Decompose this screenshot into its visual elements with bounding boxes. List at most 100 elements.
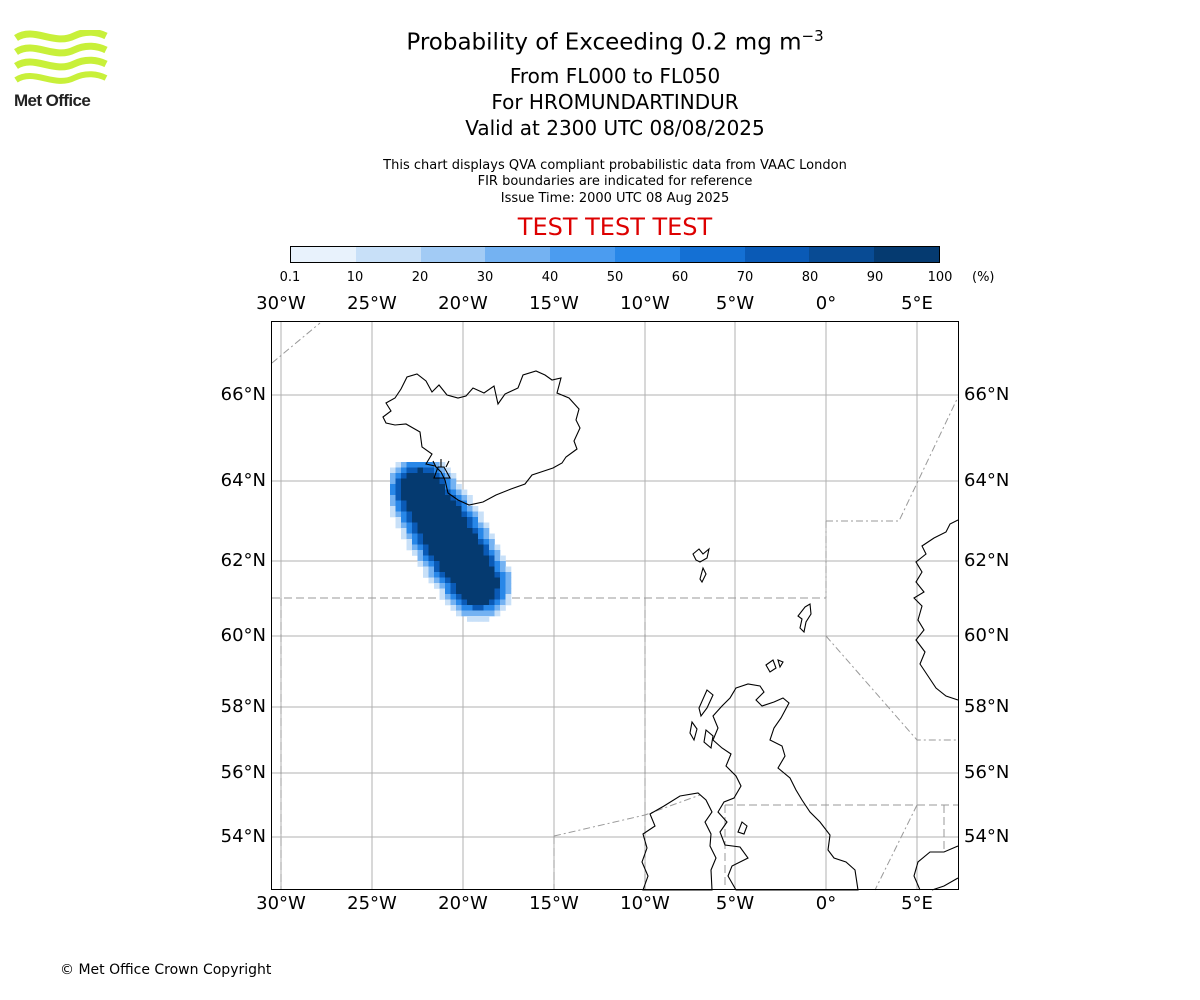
probability-cell bbox=[500, 588, 506, 595]
probability-cell bbox=[461, 550, 468, 556]
probability-cell bbox=[406, 500, 413, 507]
probability-cell bbox=[406, 517, 413, 523]
longitude-label: 5°E bbox=[901, 893, 933, 914]
probability-cell bbox=[456, 610, 462, 617]
probability-cell bbox=[489, 544, 495, 551]
probability-cell bbox=[406, 478, 413, 485]
probability-cell bbox=[417, 528, 424, 534]
probability-cell bbox=[472, 555, 479, 562]
probability-cell bbox=[434, 566, 440, 573]
probability-cell bbox=[390, 484, 396, 490]
probability-cell bbox=[395, 500, 402, 507]
probability-cell bbox=[390, 506, 396, 512]
copyright-notice: © Met Office Crown Copyright bbox=[60, 962, 272, 978]
probability-cell bbox=[494, 588, 501, 595]
probability-cell bbox=[417, 511, 424, 518]
probability-cell bbox=[428, 555, 435, 562]
issue-time: Issue Time: 2000 UTC 08 Aug 2025 bbox=[500, 191, 730, 206]
probability-cell bbox=[483, 572, 490, 578]
probability-cell bbox=[434, 473, 440, 479]
probability-cell bbox=[450, 478, 457, 485]
probability-cell bbox=[472, 583, 479, 589]
probability-cell bbox=[461, 539, 468, 545]
longitude-label: 20°W bbox=[438, 893, 488, 914]
probability-cell bbox=[450, 550, 457, 556]
probability-cell bbox=[472, 566, 479, 573]
probability-cell bbox=[456, 522, 462, 529]
probability-cell bbox=[450, 489, 457, 496]
probability-cell bbox=[428, 539, 435, 545]
probability-cell bbox=[434, 511, 440, 518]
probability-cell bbox=[505, 566, 512, 573]
probability-cell bbox=[423, 517, 429, 523]
probability-cell bbox=[450, 539, 457, 545]
probability-cell bbox=[450, 588, 457, 595]
probability-cell bbox=[478, 528, 484, 534]
probability-cell bbox=[406, 462, 413, 468]
probability-cell bbox=[395, 517, 402, 523]
probability-cell bbox=[467, 566, 473, 573]
probability-cell bbox=[500, 555, 506, 562]
probability-cell bbox=[456, 544, 462, 551]
probability-cell bbox=[467, 572, 473, 578]
probability-cell bbox=[434, 583, 440, 589]
probability-cell bbox=[461, 588, 468, 595]
chart-note-qva: This chart displays QVA compliant probab… bbox=[383, 158, 847, 173]
longitude-label: 5°W bbox=[715, 293, 755, 314]
probability-cell bbox=[412, 533, 418, 540]
probability-cell bbox=[417, 500, 424, 507]
probability-cell bbox=[467, 517, 473, 523]
probability-cell bbox=[450, 599, 457, 606]
latitude-label: 60°N bbox=[964, 625, 1010, 646]
longitude-label: 30°W bbox=[256, 893, 306, 914]
probability-cell bbox=[423, 522, 429, 529]
probability-cell bbox=[472, 550, 479, 556]
probability-cell bbox=[478, 555, 484, 562]
colorbar-tick-label: 60 bbox=[671, 270, 689, 285]
probability-cell bbox=[428, 522, 435, 529]
probability-cell bbox=[417, 561, 424, 567]
probability-cell bbox=[505, 583, 512, 589]
probability-cell bbox=[456, 550, 462, 556]
probability-cell bbox=[417, 544, 424, 551]
probability-cell bbox=[434, 533, 440, 540]
probability-cell bbox=[483, 605, 490, 611]
probability-cell bbox=[472, 588, 479, 595]
met-office-wave-icon bbox=[14, 28, 108, 84]
probability-cell bbox=[461, 572, 468, 578]
probability-cell bbox=[439, 467, 446, 474]
probability-cell bbox=[417, 473, 424, 479]
latitude-label: 66°N bbox=[964, 384, 1010, 405]
probability-cell bbox=[467, 588, 473, 595]
latitude-label: 64°N bbox=[220, 470, 266, 491]
probability-cell bbox=[412, 467, 418, 474]
probability-cell bbox=[461, 528, 468, 534]
longitude-label: 5°E bbox=[901, 293, 933, 314]
probability-cell bbox=[401, 522, 407, 529]
probability-cell bbox=[445, 577, 451, 584]
probability-cell bbox=[461, 506, 468, 512]
probability-cell bbox=[428, 500, 435, 507]
latitude-label: 54°N bbox=[220, 826, 266, 847]
probability-cell bbox=[423, 544, 429, 551]
probability-cell bbox=[489, 566, 495, 573]
probability-cell bbox=[483, 577, 490, 584]
norway-coast bbox=[913, 519, 959, 701]
probability-cell bbox=[500, 561, 506, 567]
probability-cell bbox=[428, 577, 435, 584]
probability-cell bbox=[412, 473, 418, 479]
probability-cell bbox=[434, 506, 440, 512]
probability-cell bbox=[478, 583, 484, 589]
probability-cell bbox=[428, 489, 435, 496]
probability-cell bbox=[472, 533, 479, 540]
probability-cell bbox=[445, 555, 451, 562]
probability-cell bbox=[461, 610, 468, 617]
probability-cell bbox=[456, 511, 462, 518]
probability-cell bbox=[406, 539, 413, 545]
probability-cell bbox=[500, 566, 506, 573]
probability-cell bbox=[505, 588, 512, 595]
probability-cell bbox=[494, 594, 501, 600]
probability-cell bbox=[417, 462, 424, 468]
probability-cell bbox=[467, 616, 473, 622]
probability-cell bbox=[456, 489, 462, 496]
